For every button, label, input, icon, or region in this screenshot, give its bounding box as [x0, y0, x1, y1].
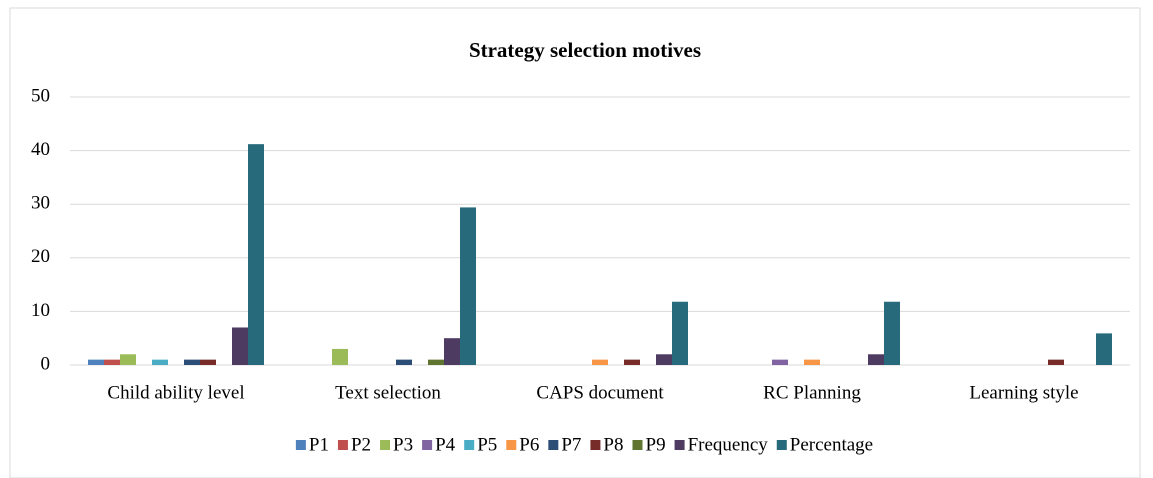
bar — [248, 144, 264, 365]
legend-label: P3 — [393, 434, 413, 455]
legend-swatch — [548, 440, 559, 450]
bar — [624, 359, 640, 365]
legend-swatch — [295, 440, 306, 450]
x-tick-label: Text selection — [335, 382, 441, 403]
legend-swatch — [337, 440, 348, 450]
legend-label: P2 — [351, 434, 371, 455]
legend-label: P8 — [603, 434, 623, 455]
legend-label: P9 — [646, 434, 666, 455]
bar — [104, 359, 120, 365]
legend-swatch — [632, 440, 643, 450]
chart-frame — [9, 7, 1141, 478]
legend-swatch — [422, 440, 433, 450]
y-tick-label: 40 — [31, 139, 50, 160]
bar — [868, 354, 884, 365]
y-tick-label: 10 — [31, 300, 50, 321]
legend-label: P7 — [561, 434, 581, 455]
legend-swatch — [506, 440, 517, 450]
y-tick-label: 0 — [41, 353, 51, 374]
bar — [152, 359, 168, 365]
bar — [592, 359, 608, 365]
legend-swatch — [674, 440, 685, 450]
bar — [332, 348, 348, 365]
y-tick-label: 50 — [31, 85, 50, 106]
y-tick-label: 20 — [31, 246, 50, 267]
x-tick-label: Learning style — [969, 382, 1078, 403]
bar — [772, 359, 788, 365]
bar — [672, 301, 688, 365]
x-tick-label: CAPS document — [536, 382, 664, 403]
y-tick-label: 30 — [31, 193, 50, 214]
bar — [1048, 359, 1064, 365]
bar — [200, 359, 216, 365]
legend-label: P5 — [477, 434, 497, 455]
bar — [88, 359, 104, 365]
chart-title: Strategy selection motives — [469, 38, 701, 62]
bar — [804, 359, 820, 365]
x-tick-label: RC Planning — [763, 382, 861, 403]
x-tick-label: Child ability level — [107, 382, 244, 403]
legend-label: P1 — [309, 434, 329, 455]
legend-swatch — [464, 440, 475, 450]
bar — [184, 359, 200, 365]
bar — [232, 327, 248, 365]
bar — [444, 338, 460, 365]
legend-swatch — [590, 440, 601, 450]
legend-label: Frequency — [688, 434, 769, 455]
bar — [656, 354, 672, 365]
bar — [1096, 333, 1112, 365]
legend-label: P4 — [435, 434, 456, 455]
bar — [884, 301, 900, 365]
legend-swatch — [380, 440, 391, 450]
bar — [460, 207, 476, 365]
bar — [396, 359, 412, 365]
legend-swatch — [776, 440, 787, 450]
bar — [120, 354, 136, 365]
bar — [428, 359, 444, 365]
legend-label: Percentage — [790, 434, 873, 455]
legend-label: P6 — [519, 434, 539, 455]
